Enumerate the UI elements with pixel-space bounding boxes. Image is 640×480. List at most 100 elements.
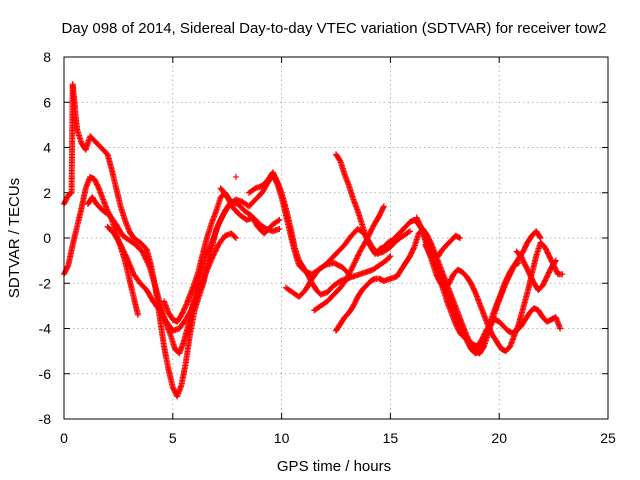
data-point (380, 203, 387, 210)
data-point (336, 156, 343, 163)
data-point (457, 235, 464, 241)
data-point (232, 235, 239, 241)
data-point (118, 244, 125, 251)
data-point (211, 249, 218, 256)
data-point (347, 267, 354, 274)
data-point (405, 229, 412, 236)
x-tick-label: 25 (600, 430, 616, 446)
data-point (343, 275, 350, 282)
data-point (140, 251, 147, 258)
data-point (251, 186, 258, 193)
data-point (515, 259, 522, 266)
series-track-14 (422, 232, 464, 262)
data-point (143, 256, 150, 263)
data-point (350, 262, 357, 269)
plot-frame (63, 56, 609, 420)
data-point (406, 228, 413, 235)
data-point (348, 266, 355, 273)
data-point (471, 288, 478, 295)
data-point (134, 311, 141, 318)
y-tick-label: -4 (39, 321, 52, 337)
data-point (122, 251, 129, 258)
data-point (232, 173, 239, 180)
data-point (212, 247, 219, 254)
series-track-15 (513, 248, 559, 294)
data-point (351, 259, 358, 266)
data-point (208, 255, 215, 262)
y-tick-label: -8 (39, 411, 52, 427)
data-point (410, 245, 417, 252)
data-point (215, 221, 222, 228)
data-point (351, 260, 358, 267)
y-tick-label: -2 (39, 275, 52, 291)
data-point (345, 273, 352, 280)
series-track-6 (217, 185, 283, 235)
data-point (218, 215, 225, 222)
data-point (141, 254, 148, 261)
x-tick-label: 10 (274, 430, 290, 446)
data-point (123, 254, 130, 261)
data-point (275, 217, 282, 224)
data-point (119, 245, 126, 252)
data-point (208, 240, 215, 247)
data-point (220, 210, 227, 217)
data-point (117, 241, 124, 248)
data-point (336, 278, 343, 285)
data-point (205, 246, 212, 253)
data-point (116, 240, 123, 247)
data-point (207, 242, 214, 249)
data-point (417, 222, 424, 229)
series-track-13 (420, 230, 566, 355)
data-point (95, 183, 102, 190)
data-point (355, 251, 362, 258)
data-point (369, 225, 376, 232)
data-point (367, 229, 374, 236)
data-point (386, 254, 393, 261)
data-point (64, 263, 71, 270)
data-point (120, 248, 127, 255)
series-track-16 (232, 173, 239, 180)
grid-lines (63, 56, 609, 420)
data-point (144, 259, 151, 266)
x-tick-label: 5 (169, 430, 177, 446)
data-point (368, 227, 375, 234)
x-axis-label: GPS time / hours (277, 458, 391, 475)
data-point (141, 252, 148, 259)
data-point (262, 225, 269, 232)
data-point (121, 249, 128, 256)
x-tick-label: 15 (383, 430, 399, 446)
data-point (353, 255, 360, 262)
data-point (220, 211, 227, 218)
data-point (380, 204, 387, 211)
x-tick-label: 0 (60, 430, 68, 446)
data-point (118, 243, 125, 250)
data-point (219, 213, 226, 220)
data-point (210, 251, 217, 258)
data-point (139, 249, 146, 256)
data-point (354, 254, 361, 261)
data-point (349, 263, 356, 270)
y-tick-label: 8 (43, 49, 51, 65)
data-point (353, 256, 360, 263)
data-point (216, 218, 223, 225)
data-point (347, 268, 354, 275)
data-point (344, 274, 351, 281)
data-point (345, 271, 352, 278)
data-point (346, 270, 353, 277)
data-point (188, 306, 195, 313)
data-point (349, 264, 356, 271)
y-tick-label: -6 (39, 366, 52, 382)
data-point (218, 214, 225, 221)
chart-title: Day 098 of 2014, Sidereal Day-to-day VTE… (62, 20, 607, 37)
data-point (557, 325, 564, 332)
data-point (122, 252, 129, 259)
x-tick-label: 20 (491, 430, 507, 446)
data-point (356, 249, 363, 256)
data-point (120, 247, 127, 254)
data-point (368, 226, 375, 233)
y-axis-label: SDTVAR / TECUs (6, 178, 23, 298)
y-tick-label: 2 (43, 185, 51, 201)
data-point (209, 254, 216, 261)
